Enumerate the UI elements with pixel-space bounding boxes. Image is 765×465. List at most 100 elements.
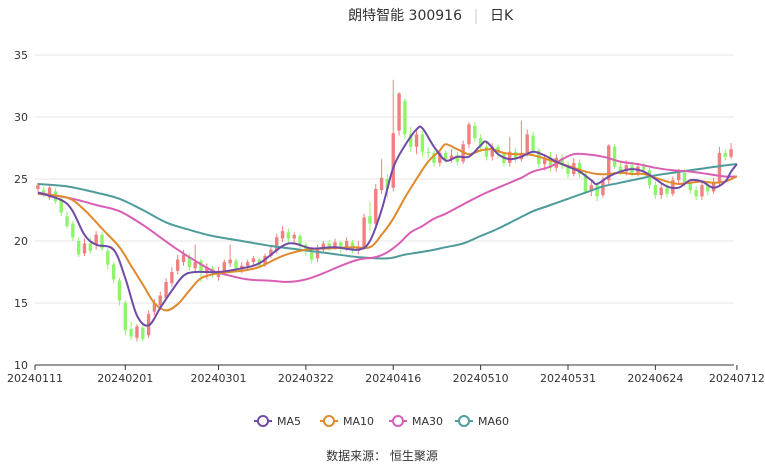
candle-body [42,190,46,194]
x-tick-label: 20240510 [453,372,509,385]
candle-body [251,258,256,263]
candle-body [443,152,448,160]
y-tick-label: 30 [14,111,28,124]
x-tick-label: 20240712 [709,372,765,385]
candle-body [420,134,425,152]
candle-body [397,93,401,131]
x-tick-label: 20240201 [97,372,153,385]
candle-body [164,281,168,299]
candle-body [665,187,669,194]
candle-body [362,217,366,248]
moving-average-lines [37,125,738,327]
candle-body [141,327,145,339]
candle-body [490,146,494,157]
grid-lines [35,54,734,304]
candle-body [280,231,285,239]
legend-label: MA60 [478,415,509,428]
chart-title-period: 日K [490,8,514,24]
candle-body [729,149,733,157]
y-tick-label: 20 [14,235,28,248]
candle-body [414,134,419,147]
candle-body [368,216,372,224]
ma5-line [37,125,738,327]
ma10-line [37,143,738,312]
candle-body [59,198,63,213]
candle-body [117,280,122,301]
candle-body [333,242,337,248]
candle-body [676,172,681,181]
candle-body [525,134,529,153]
candle-body [659,187,663,196]
ma30-line [37,152,737,283]
x-tick-label: 20240322 [278,372,334,385]
candle-body [106,250,110,265]
candle-body [88,243,93,251]
candle-body [379,177,384,191]
legend-marker [392,415,404,427]
candle-body [111,264,116,280]
candle-body [222,262,227,272]
candle-body [595,185,599,197]
candle-body [286,232,291,239]
candle-body [484,146,489,157]
candle-body [513,151,518,160]
candles [36,79,733,342]
candle-body [473,125,477,139]
candle-body [76,241,81,255]
candle-body [47,187,52,198]
candle-body [170,272,174,284]
candle-body [391,133,395,188]
candle-body [682,172,687,183]
candle-body [700,185,704,197]
candle-body [245,262,250,266]
candle-body [374,188,378,224]
candle-body [601,180,605,196]
x-tick-label: 20240416 [365,372,421,385]
legend-marker [458,415,470,427]
legend-item-ma60[interactable]: MA60 [455,415,509,428]
candle-body [339,242,343,249]
y-tick-label: 25 [14,173,28,186]
candle-body [566,165,570,175]
candle-body [560,157,564,166]
candle-body [688,182,693,191]
legend-item-ma10[interactable]: MA10 [320,415,374,428]
legend-item-ma30[interactable]: MA30 [389,415,443,428]
candle-body [647,170,652,186]
candle-body [438,152,442,163]
legend[interactable]: MA5 MA10 MA30 MA60 [254,415,509,428]
candle-body [100,234,104,249]
candle-body [158,295,162,306]
data-source: 数据来源： 恒生聚源 [326,448,438,463]
candle-body [508,151,512,163]
candle-body [152,303,157,312]
candle-body [694,190,698,197]
candle-body [653,185,658,196]
candle-body [642,166,646,171]
candle-body [409,134,413,147]
legend-label: MA30 [412,415,443,428]
legend-item-ma5[interactable]: MA5 [254,415,301,428]
candle-body [187,257,192,268]
y-tick-label: 35 [14,49,28,62]
candle-body [205,267,209,274]
candle-body [612,146,617,167]
x-tick-label: 20240301 [190,372,246,385]
candle-body [176,259,180,271]
x-tick-label: 20240531 [540,372,596,385]
candle-body [199,260,203,272]
candle-body [298,236,302,245]
x-tick-label: 20240624 [627,372,683,385]
candle-body [309,252,314,260]
chart-title-name: 朗特智能 300916 [348,8,462,24]
candle-body [36,185,40,189]
axes: 10 15 20 25 30 35 20240111 20240201 20240301 2024… [7,49,765,385]
candle-body [589,185,593,192]
candle-body [65,216,69,227]
candle-body [717,152,722,183]
candle-body [94,234,98,245]
candle-body [321,243,326,250]
candle-body [478,138,483,147]
